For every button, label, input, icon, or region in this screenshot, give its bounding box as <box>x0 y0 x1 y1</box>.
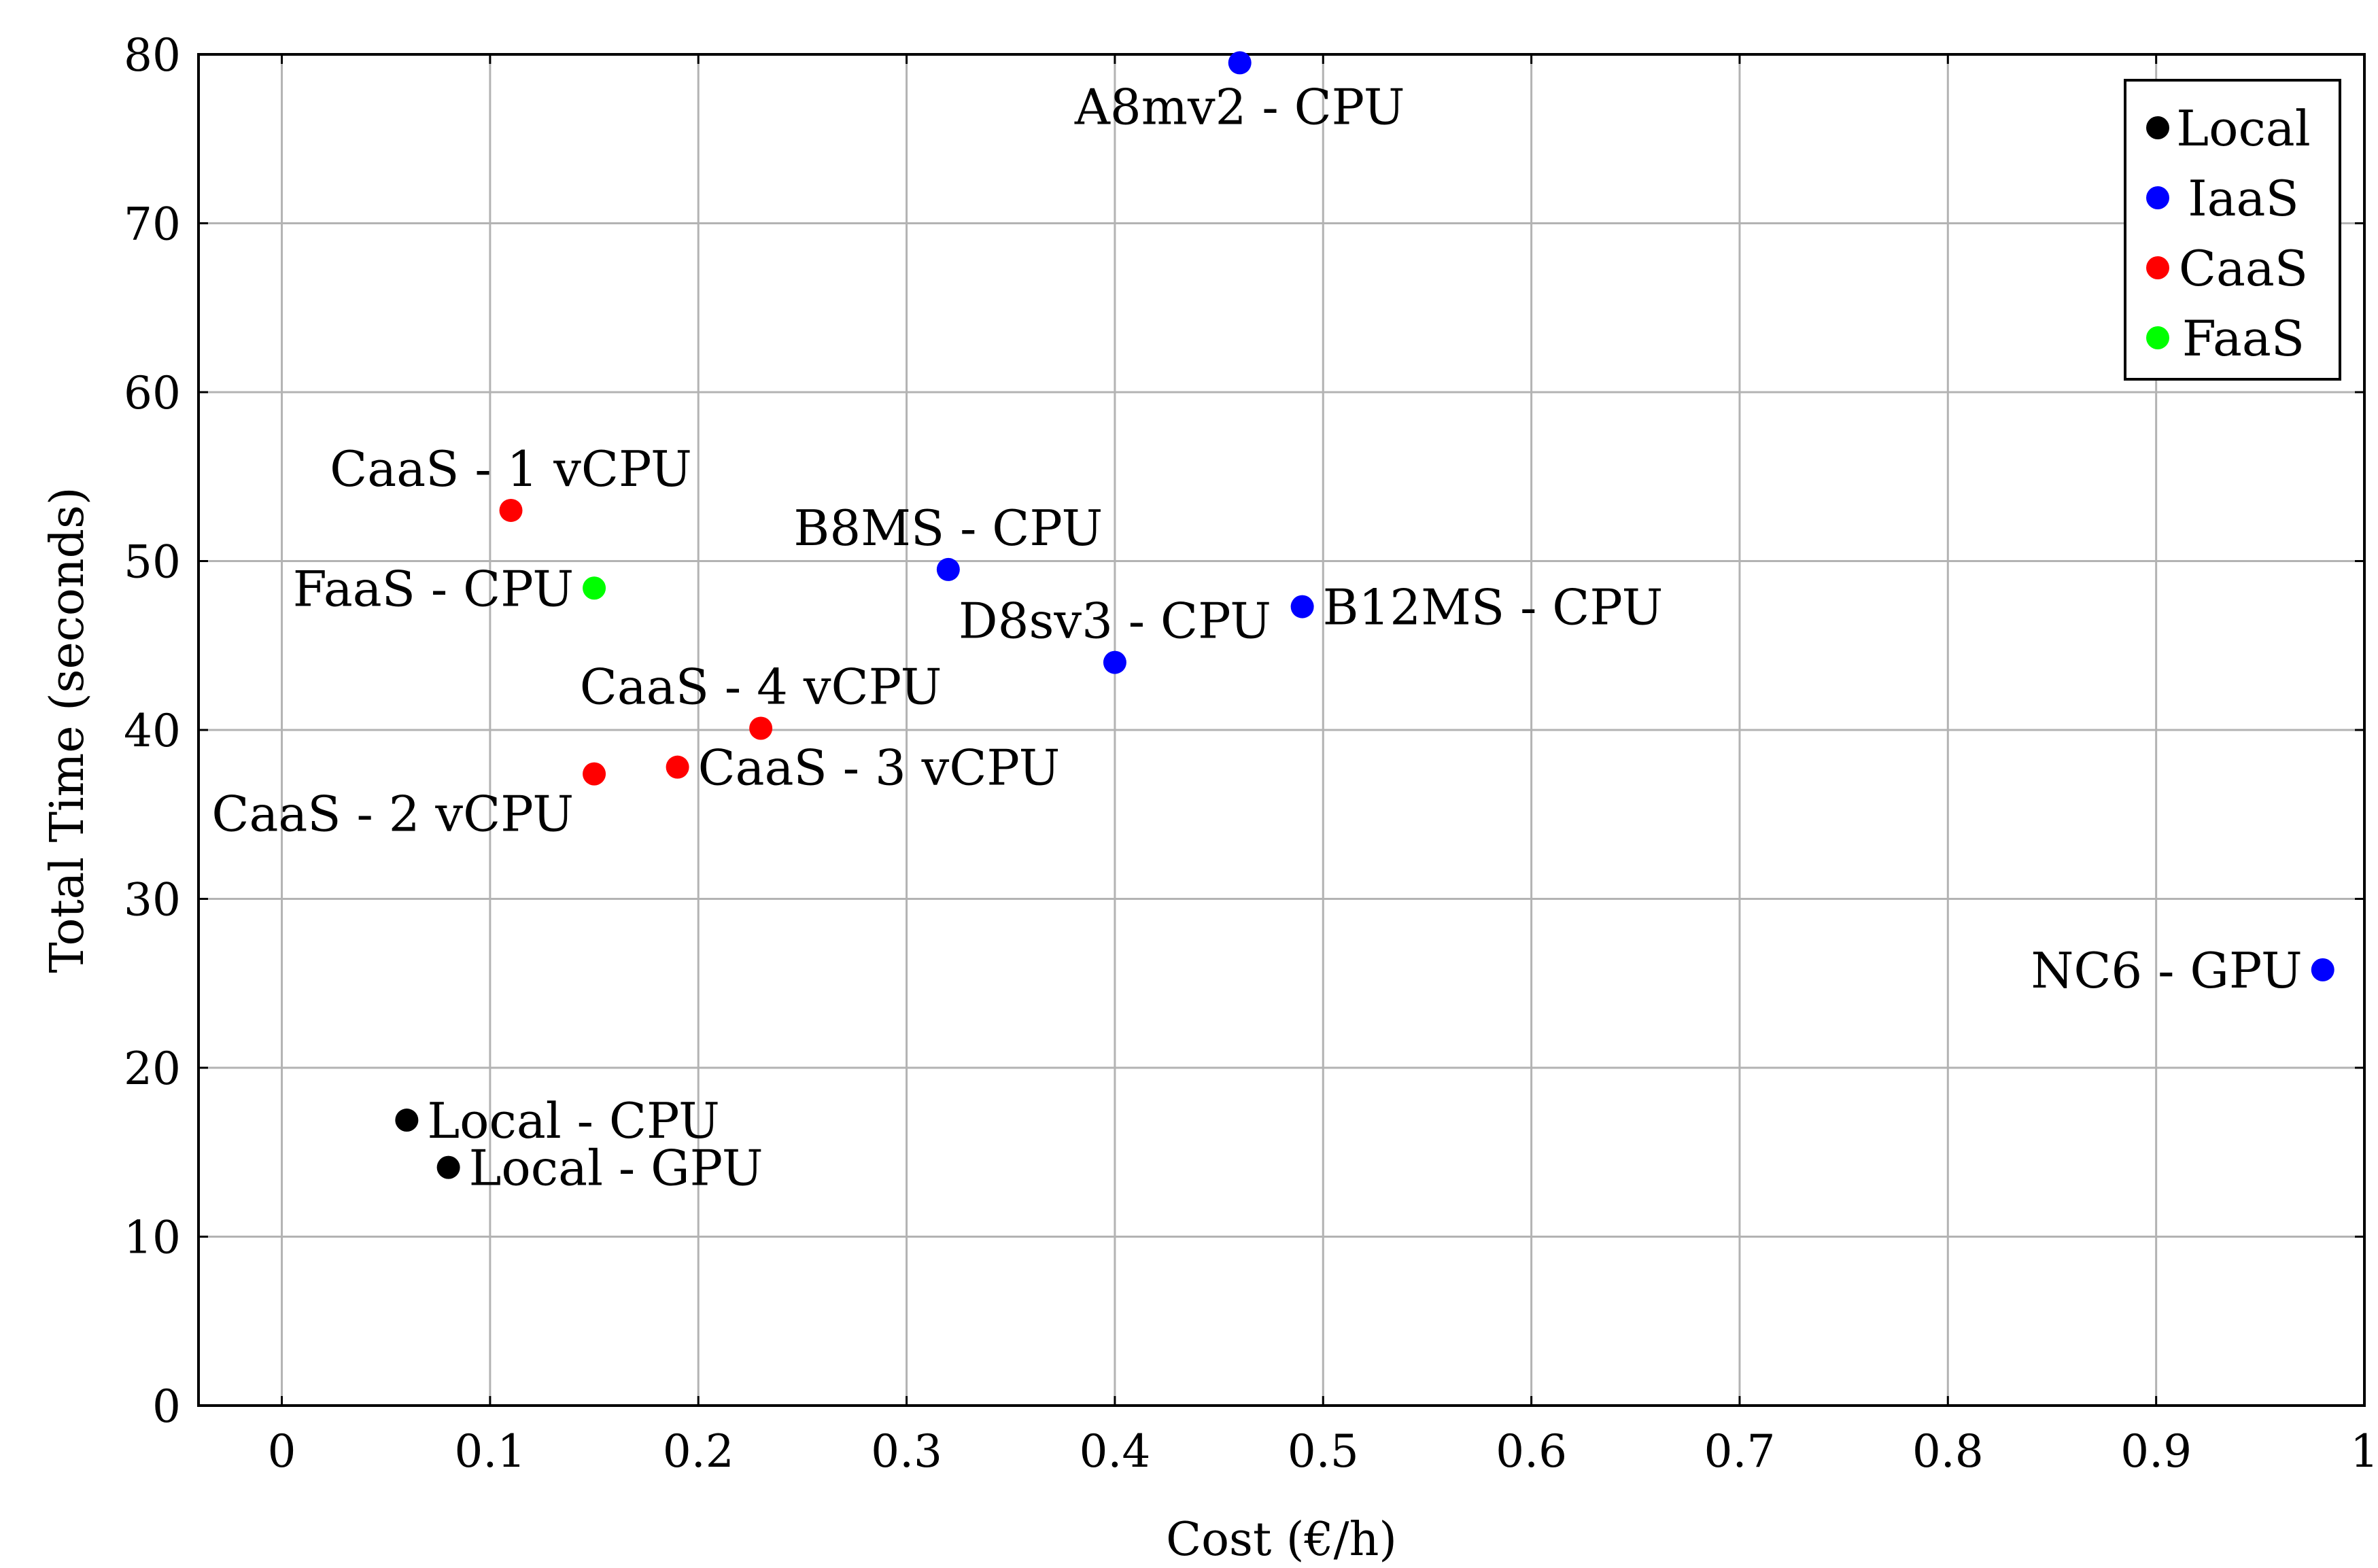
grid <box>199 53 2366 1407</box>
point-label: A8mv2 - CPU <box>1074 78 1405 135</box>
plot-frame <box>197 53 2366 1407</box>
point-label: B12MS - CPU <box>1323 579 1664 636</box>
x-tick-label: 0.2 <box>663 1425 734 1478</box>
y-axis-title: Total Time (seconds) <box>41 487 94 973</box>
point-label: B8MS - CPU <box>793 500 1103 557</box>
point-label: CaaS - 4 vCPU <box>580 659 942 716</box>
x-tick-label: 0.9 <box>2120 1425 2192 1478</box>
y-tick-label: 50 <box>124 536 181 589</box>
legend-marker <box>2146 326 2169 349</box>
x-tick-label: 0 <box>268 1425 296 1478</box>
point-label: Local - GPU <box>469 1140 763 1197</box>
iaas-point <box>2311 958 2334 981</box>
x-tick-label: 0.1 <box>454 1425 525 1478</box>
caas-point <box>499 498 523 522</box>
faas-point <box>583 576 606 600</box>
point-label: D8sv3 - CPU <box>959 593 1271 650</box>
x-tick-label: 0.5 <box>1288 1425 1359 1478</box>
point-label: NC6 - GPU <box>2031 942 2302 999</box>
legend-label: Local <box>2176 100 2310 157</box>
local-point <box>395 1109 419 1132</box>
x-tick-label: 0.4 <box>1079 1425 1150 1478</box>
axis-ticks: 0 0.1 0.2 0.3 0.4 0.5 0.6 0.7 0.8 0.9 101020304050… <box>124 29 2378 1478</box>
x-tick-label: 0.6 <box>1496 1425 1567 1478</box>
iaas-point <box>1290 595 1314 619</box>
data-points <box>395 51 2334 1179</box>
y-tick-label: 20 <box>124 1043 181 1095</box>
y-tick-label: 0 <box>152 1380 181 1433</box>
point-label: FaaS - CPU <box>293 560 574 617</box>
caas-point <box>749 716 773 740</box>
y-tick-label: 10 <box>124 1212 181 1264</box>
x-tick-label: 1 <box>2350 1425 2378 1478</box>
legend-label: CaaS <box>2179 240 2308 297</box>
legend-label: IaaS <box>2188 170 2299 227</box>
legend-label: FaaS <box>2182 310 2305 367</box>
legend-marker <box>2146 256 2169 279</box>
x-tick-label: 0.7 <box>1704 1425 1775 1478</box>
caas-point <box>583 762 606 786</box>
point-label: Local - CPU <box>427 1092 720 1149</box>
caas-point <box>666 755 689 779</box>
iaas-point <box>1228 51 1252 75</box>
point-label: CaaS - 3 vCPU <box>698 739 1061 797</box>
x-axis-title: Cost (€/h) <box>1166 1513 1397 1567</box>
point-label: CaaS - 2 vCPU <box>211 786 574 843</box>
iaas-point <box>936 557 960 581</box>
iaas-point <box>1103 650 1126 674</box>
legend-marker <box>2146 186 2169 209</box>
local-point <box>436 1155 460 1179</box>
y-tick-label: 80 <box>124 29 181 82</box>
y-tick-label: 40 <box>124 705 181 757</box>
x-tick-label: 0.8 <box>1912 1425 1984 1478</box>
y-tick-label: 60 <box>124 367 181 419</box>
y-tick-label: 30 <box>124 874 181 926</box>
legend: Local IaaS CaaS FaaS <box>2124 79 2341 381</box>
x-tick-label: 0.3 <box>871 1425 942 1478</box>
y-tick-label: 70 <box>124 198 181 251</box>
point-label: CaaS - 1 vCPU <box>330 440 692 498</box>
legend-marker <box>2146 116 2169 139</box>
